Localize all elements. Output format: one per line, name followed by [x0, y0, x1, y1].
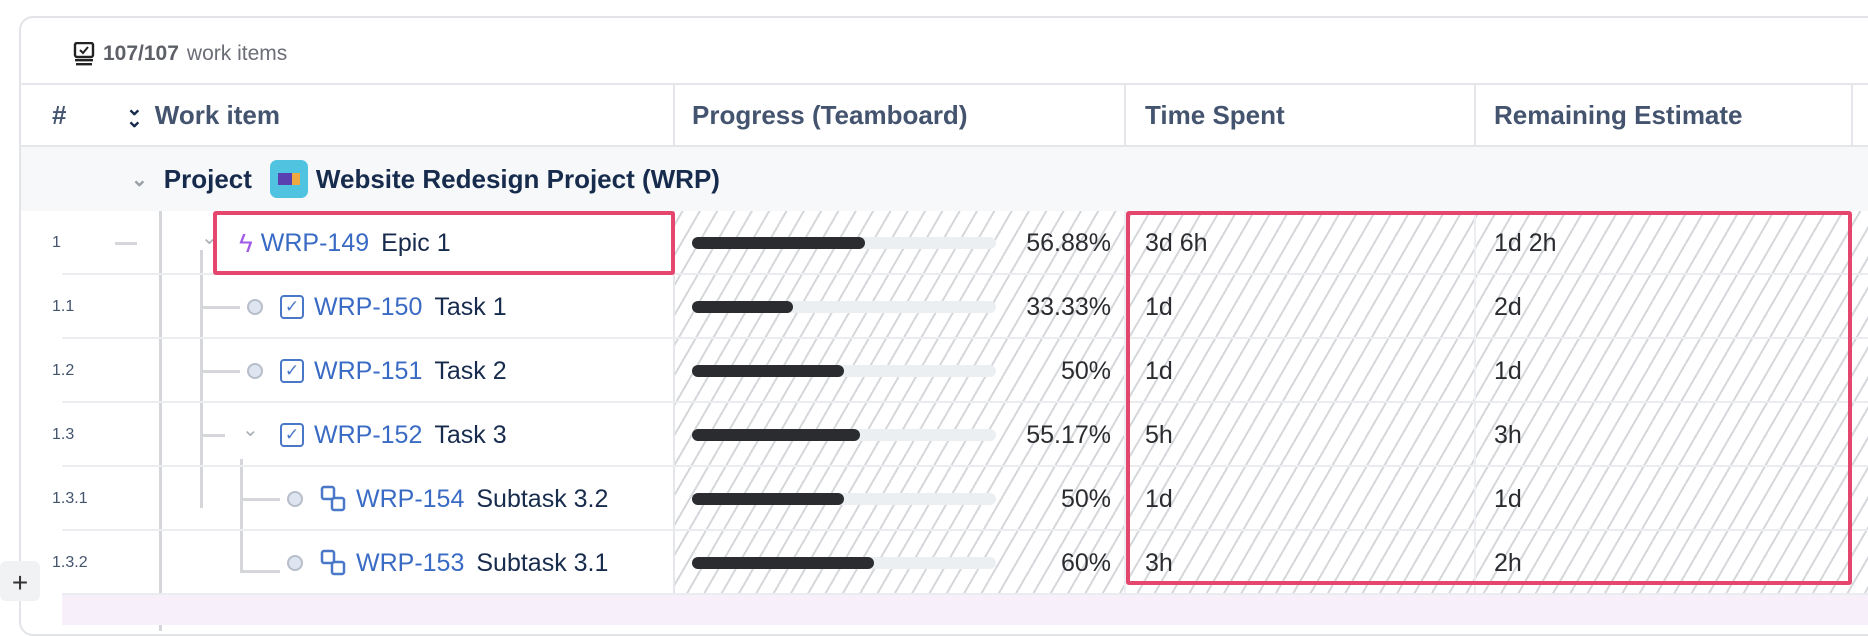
work-items-icon — [73, 42, 95, 66]
column-header-work-item[interactable]: ⌄ ⌄ Work item — [126, 85, 280, 145]
add-row-strip — [62, 595, 1868, 625]
work-item-key-link[interactable]: WRP-153 — [356, 548, 465, 577]
column-header-progress[interactable]: Progress (Teamboard) — [692, 99, 968, 130]
progress-bar-fill — [692, 429, 860, 441]
row-number: 1.3 — [52, 426, 75, 443]
work-item-cell[interactable]: ϟ WRP-149 Epic 1 — [239, 211, 451, 275]
column-header-time-spent[interactable]: Time Spent — [1145, 99, 1285, 130]
work-item-title[interactable]: Epic 1 — [381, 228, 451, 257]
work-item-key-link[interactable]: WRP-149 — [260, 228, 370, 257]
remaining-estimate-cell[interactable]: 1d — [1494, 356, 1522, 385]
work-items-summary: 107/107 work items — [73, 42, 287, 66]
project-avatar-icon — [269, 160, 308, 198]
expand-all-icon[interactable]: ⌄ ⌄ — [126, 98, 143, 132]
progress-percent: 33.33% — [1026, 292, 1111, 321]
table-row[interactable]: 1 ⌄ ϟ WRP-149 Epic 1 56.88% 3d 6h 1d 2h — [21, 211, 1868, 275]
work-items-table: 107/107 work items # ⌄ ⌄ Work item Progre… — [19, 16, 1868, 636]
work-item-title[interactable]: Subtask 3.1 — [476, 548, 609, 577]
column-header-work-item-label: Work item — [154, 99, 280, 130]
tree-node-dot — [247, 363, 263, 379]
progress-bar — [692, 493, 996, 505]
work-item-key-link[interactable]: WRP-151 — [314, 356, 423, 385]
work-item-title[interactable]: Task 3 — [434, 420, 507, 449]
work-item-cell[interactable]: ✓ WRP-150 Task 1 — [280, 275, 507, 339]
work-item-cell[interactable]: ✓ WRP-152 Task 3 — [280, 403, 507, 467]
collapse-chevron-icon[interactable]: ⌄ — [242, 419, 259, 441]
work-item-title[interactable]: Task 2 — [434, 356, 507, 385]
read-only-hatch — [675, 211, 1868, 595]
progress-percent: 60% — [1060, 548, 1111, 577]
table-row[interactable]: 1.3.2 WRP-153 Subtask 3.1 60% 3h 2h — [21, 531, 1868, 595]
progress-bar — [692, 557, 996, 569]
time-spent-cell[interactable]: 1d — [1145, 356, 1173, 385]
work-item-title[interactable]: Subtask 3.2 — [476, 484, 609, 513]
remaining-estimate-cell[interactable]: 2d — [1494, 292, 1522, 321]
project-label: Project — [163, 163, 252, 194]
progress-bar — [692, 301, 996, 313]
row-number: 1.3.2 — [52, 554, 88, 571]
progress-bar-fill — [692, 557, 875, 569]
column-header-number: # — [52, 99, 67, 130]
row-number: 1.1 — [52, 298, 75, 315]
time-spent-cell[interactable]: 1d — [1145, 292, 1173, 321]
highlight-epic-box — [213, 211, 675, 275]
time-spent-cell[interactable]: 3d 6h — [1145, 228, 1208, 257]
task-checkbox-icon: ✓ — [280, 295, 304, 319]
progress-bar-fill — [692, 493, 844, 505]
progress-bar — [692, 365, 996, 377]
time-spent-cell[interactable]: 1d — [1145, 484, 1173, 513]
work-item-cell[interactable]: ✓ WRP-151 Task 2 — [280, 339, 507, 403]
progress-percent: 50% — [1060, 356, 1111, 385]
progress-bar-fill — [692, 301, 794, 313]
subtask-icon — [320, 549, 346, 576]
row-number: 1.2 — [52, 362, 75, 379]
task-checkbox-icon: ✓ — [280, 423, 304, 447]
project-name[interactable]: Website Redesign Project (WRP) — [315, 163, 720, 194]
remaining-estimate-cell[interactable]: 1d — [1494, 484, 1522, 513]
work-item-cell[interactable]: WRP-153 Subtask 3.1 — [320, 531, 608, 595]
table-row[interactable]: 1.3 ⌄ ✓ WRP-152 Task 3 55.17% 5h 3h — [21, 403, 1868, 467]
column-header-remaining-estimate[interactable]: Remaining Estimate — [1494, 99, 1743, 130]
remaining-estimate-cell[interactable]: 2h — [1494, 548, 1522, 577]
progress-percent: 56.88% — [1026, 228, 1111, 257]
progress-bar-fill — [692, 237, 865, 249]
add-work-item-button[interactable]: + — [0, 561, 40, 601]
subtask-icon — [320, 485, 346, 512]
row-number: 1 — [52, 234, 61, 251]
collapse-chevron-icon[interactable]: ⌄ — [131, 168, 148, 191]
table-row[interactable]: 1.1 ✓ WRP-150 Task 1 33.33% 1d 2d — [21, 275, 1868, 339]
progress-bar — [692, 429, 996, 441]
work-items-label: work items — [186, 42, 288, 65]
project-group-row[interactable]: ⌄ Project Website Redesign Project (WRP) — [21, 147, 1868, 211]
table-row[interactable]: 1.3.1 WRP-154 Subtask 3.2 50% 1d 1d — [21, 467, 1868, 531]
row-number: 1.3.1 — [52, 490, 88, 507]
time-spent-cell[interactable]: 5h — [1145, 420, 1173, 449]
table-header: # ⌄ ⌄ Work item Progress (Teamboard) Time… — [21, 83, 1868, 147]
work-items-count: 107/107 — [103, 42, 179, 65]
time-spent-cell[interactable]: 3h — [1145, 548, 1173, 577]
epic-lightning-icon: ϟ — [239, 227, 253, 258]
table-row[interactable]: 1.2 ✓ WRP-151 Task 2 50% 1d 1d — [21, 339, 1868, 403]
task-checkbox-icon: ✓ — [280, 359, 304, 383]
remaining-estimate-cell[interactable]: 3h — [1494, 420, 1522, 449]
work-item-cell[interactable]: WRP-154 Subtask 3.2 — [320, 467, 608, 531]
tree-node-dot — [287, 555, 303, 571]
progress-percent: 50% — [1060, 484, 1111, 513]
progress-percent: 55.17% — [1026, 420, 1111, 449]
work-item-title[interactable]: Task 1 — [434, 292, 507, 321]
progress-bar — [692, 237, 996, 249]
tree-node-dot — [287, 491, 303, 507]
highlight-time-columns-box — [1126, 211, 1852, 585]
remaining-estimate-cell[interactable]: 1d 2h — [1494, 228, 1557, 257]
progress-bar-fill — [692, 365, 844, 377]
work-item-key-link[interactable]: WRP-152 — [314, 420, 423, 449]
tree-node-dot — [247, 299, 263, 315]
work-item-key-link[interactable]: WRP-154 — [356, 484, 465, 513]
work-item-key-link[interactable]: WRP-150 — [314, 292, 423, 321]
